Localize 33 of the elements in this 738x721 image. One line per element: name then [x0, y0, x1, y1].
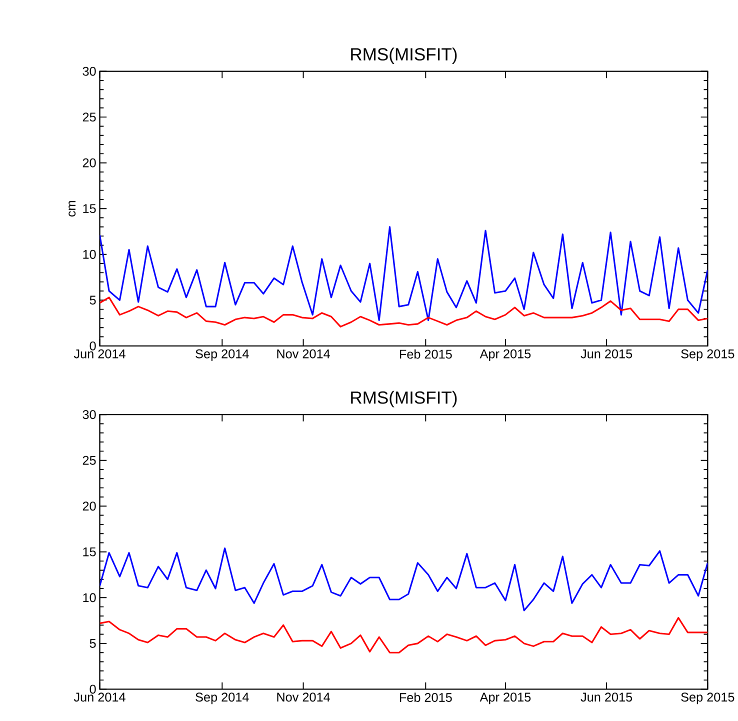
x-tick-label: Sep 2014 — [196, 692, 249, 704]
y-tick-label: 25 — [82, 456, 96, 465]
x-tick-label: Feb 2015 — [400, 692, 452, 702]
x-tick-label: Jun 2015 — [580, 349, 632, 358]
y-tick-label: 0 — [90, 341, 96, 350]
x-tick-label: Feb 2015 — [400, 349, 452, 359]
y-tick-label: 15 — [83, 204, 96, 213]
y-tick-label: 10 — [83, 593, 96, 602]
x-tick-label: Sep 2015 — [681, 349, 734, 361]
line-series — [100, 226, 708, 321]
y-tick-label: 5 — [90, 296, 96, 304]
chart-title: RMS(MISFIT) — [351, 390, 457, 408]
x-tick-label: Jun 2015 — [580, 692, 632, 702]
y-axis-title: cm — [68, 200, 76, 216]
y-tick-label: 0 — [90, 684, 96, 694]
x-tick-label: Apr 2015 — [480, 692, 531, 704]
y-tick-label: 10 — [83, 250, 96, 259]
x-tick-label: Sep 2015 — [681, 692, 734, 704]
x-tick-label: Nov 2014 — [277, 692, 330, 702]
x-tick-label: Sep 2014 — [196, 349, 249, 361]
y-tick-label: 30 — [82, 66, 96, 76]
chart-title: RMS(MISFIT) — [351, 48, 457, 64]
x-tick-label: Apr 2015 — [480, 349, 531, 361]
x-tick-label: Nov 2014 — [277, 349, 330, 358]
x-tick-label: Jun 2014 — [74, 349, 126, 358]
y-tick-label: 20 — [82, 158, 96, 168]
y-tick-label: 5 — [90, 638, 96, 648]
x-tick-label: Jun 2014 — [74, 692, 126, 702]
y-tick-label: 15 — [83, 547, 96, 556]
y-tick-label: 30 — [82, 410, 96, 419]
line-series — [100, 547, 708, 612]
y-tick-label: 25 — [82, 112, 96, 122]
y-tick-label: 20 — [82, 502, 96, 510]
